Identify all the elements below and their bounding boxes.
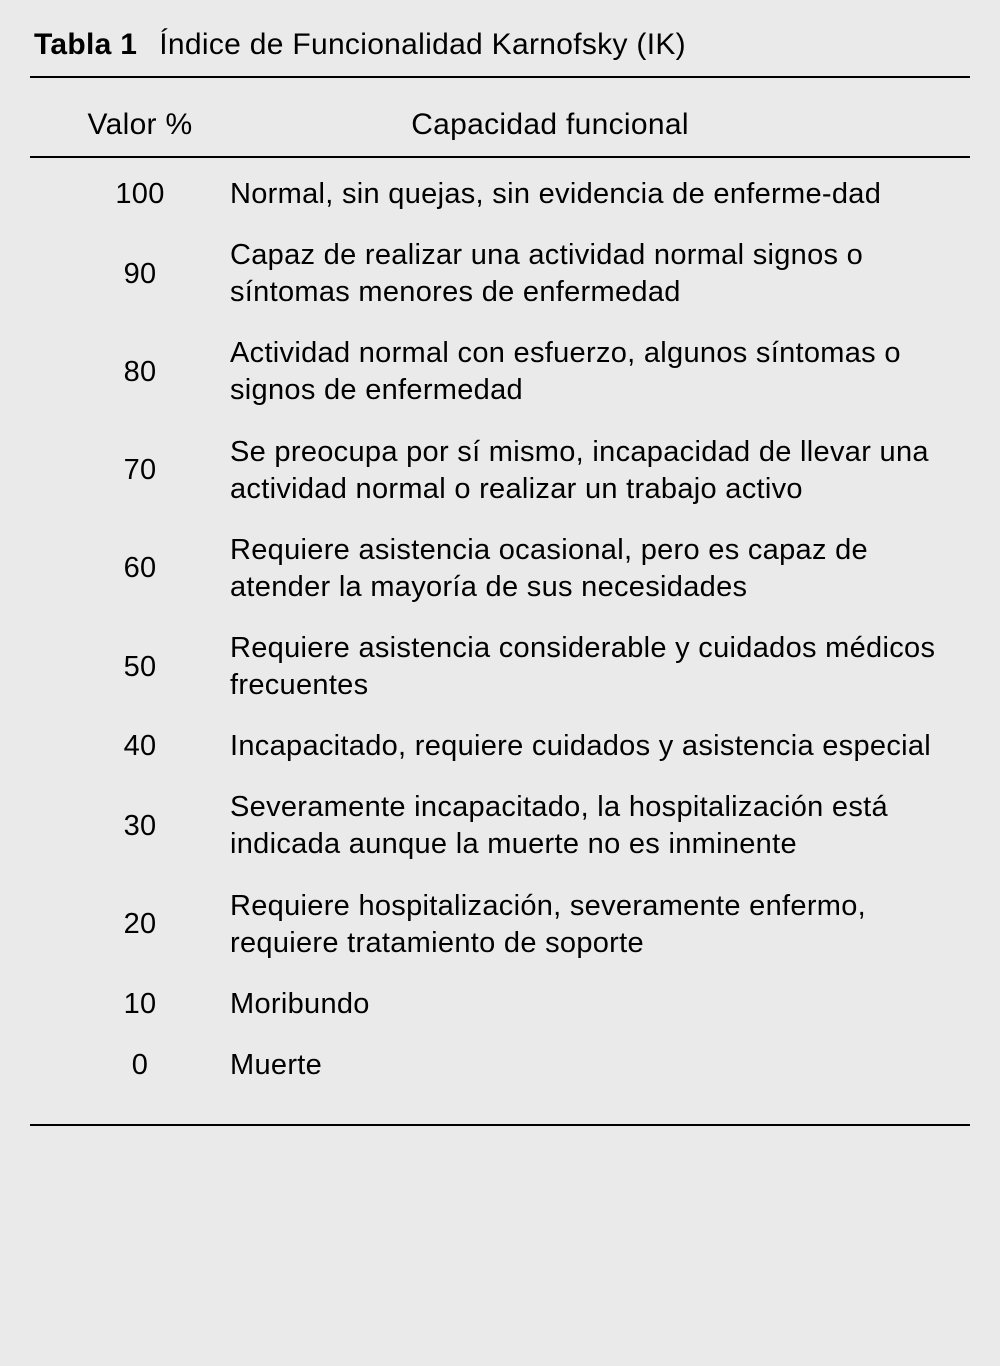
table-row: 30 Severamente incapacitado, la hospital… [30, 777, 970, 875]
cell-description: Moribundo [230, 986, 970, 1023]
table-title-row: Tabla 1 Índice de Funcionalidad Karnofsky… [30, 28, 970, 78]
table-row: 10 Moribundo [30, 974, 970, 1035]
cell-value: 10 [50, 988, 230, 1021]
table-label: Tabla 1 [34, 28, 137, 61]
cell-description: Capaz de realizar una actividad normal s… [230, 237, 970, 311]
table-row: 60 Requiere asistencia ocasional, pero e… [30, 520, 970, 618]
cell-value: 50 [50, 651, 230, 684]
cell-description: Actividad normal con esfuerzo, algunos s… [230, 335, 970, 409]
table-row: 70 Se preocupa por sí mismo, incapacidad… [30, 422, 970, 520]
table-title: Índice de Funcionalidad Karnofsky (IK) [159, 28, 686, 61]
table-row: 80 Actividad normal con esfuerzo, alguno… [30, 323, 970, 421]
table-header-row: Valor % Capacidad funcional [30, 78, 970, 158]
cell-value: 80 [50, 356, 230, 389]
cell-description: Muerte [230, 1047, 970, 1084]
page: Tabla 1 Índice de Funcionalidad Karnofsky… [0, 0, 1000, 1366]
cell-value: 60 [50, 552, 230, 585]
cell-description: Incapacitado, requiere cuidados y asiste… [230, 728, 970, 765]
table-row: 40 Incapacitado, requiere cuidados y asi… [30, 716, 970, 777]
cell-description: Requiere hospitalización, severamente en… [230, 888, 970, 962]
table-row: 20 Requiere hospitalización, severamente… [30, 876, 970, 974]
cell-description: Requiere asistencia ocasional, pero es c… [230, 532, 970, 606]
cell-description: Severamente incapacitado, la hospitaliza… [230, 789, 970, 863]
cell-description: Requiere asistencia considerable y cuida… [230, 630, 970, 704]
cell-value: 0 [50, 1049, 230, 1082]
cell-value: 100 [50, 178, 230, 211]
cell-description: Normal, sin quejas, sin evidencia de enf… [230, 176, 970, 213]
table-row: 50 Requiere asistencia considerable y cu… [30, 618, 970, 716]
table-row: 0 Muerte [30, 1035, 970, 1096]
cell-value: 90 [50, 258, 230, 291]
table-body: 100 Normal, sin quejas, sin evidencia de… [30, 158, 970, 1126]
cell-value: 20 [50, 908, 230, 941]
cell-description: Se preocupa por sí mismo, incapacidad de… [230, 434, 970, 508]
column-header-description: Capacidad funcional [250, 108, 970, 142]
cell-value: 70 [50, 454, 230, 487]
cell-value: 30 [50, 810, 230, 843]
column-header-value: Valor % [30, 108, 250, 142]
cell-value: 40 [50, 730, 230, 763]
table-row: 90 Capaz de realizar una actividad norma… [30, 225, 970, 323]
table-row: 100 Normal, sin quejas, sin evidencia de… [30, 164, 970, 225]
